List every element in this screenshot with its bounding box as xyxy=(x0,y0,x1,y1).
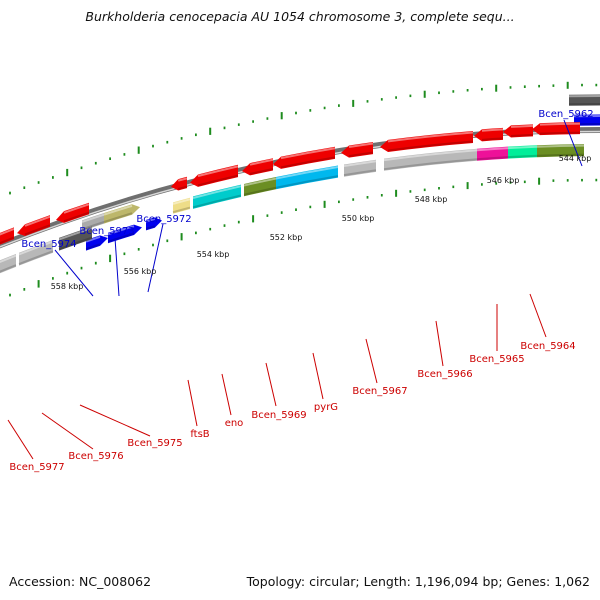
gene-block xyxy=(568,94,600,106)
gene-arrow xyxy=(145,217,162,231)
leader-bcen-5973 xyxy=(114,237,120,297)
gene-arrow xyxy=(273,146,336,169)
gene-block xyxy=(58,226,93,251)
gene-block xyxy=(343,159,377,177)
leader-bcen-5972 xyxy=(147,223,164,293)
gene-arrow xyxy=(190,164,239,187)
sequence-summary: Topology: circular; Length: 1,196,094 bp… xyxy=(246,574,590,589)
scale-label-548-kbp: 548 kbp xyxy=(415,195,448,204)
leader-eno xyxy=(221,373,232,416)
gene-label-bcen-5976: Bcen_5976 xyxy=(68,451,123,462)
gene-block xyxy=(383,148,478,171)
leader-bcen-5964 xyxy=(529,293,547,338)
inner-tick-ring xyxy=(9,177,598,297)
gene-block xyxy=(192,184,242,209)
leader-bcen-5969 xyxy=(265,362,277,407)
gene-arrow xyxy=(0,227,15,245)
leader-bcen-5975 xyxy=(79,404,151,437)
gene-label-bcen-5967: Bcen_5967 xyxy=(352,386,407,397)
gene-arrow xyxy=(341,141,374,158)
gene-label-bcen-5975: Bcen_5975 xyxy=(127,438,182,449)
gene-block xyxy=(536,144,585,158)
scale-label-558-kbp: 558 kbp xyxy=(51,282,84,291)
gene-label-bcen-5977: Bcen_5977 xyxy=(9,462,64,473)
gene-label-bcen-5965: Bcen_5965 xyxy=(469,354,524,365)
leader-bcen-5967 xyxy=(365,338,378,384)
gene-label-bcen-5966: Bcen_5966 xyxy=(417,369,472,380)
gene-label-ftsb: ftsB xyxy=(190,429,209,440)
gene-arrow xyxy=(380,130,474,153)
gene-labels: 544 kbp 546 kbp 548 kbp 550 kbp 552 kbp 554 k… xyxy=(9,109,593,473)
leader-bcen-5966 xyxy=(435,320,444,367)
gene-arrow xyxy=(474,127,504,142)
gene-block xyxy=(275,165,339,190)
scale-ticks xyxy=(9,81,598,297)
leader-bcen-5974 xyxy=(54,249,94,297)
gene-arrow xyxy=(17,215,51,237)
gene-arrow xyxy=(107,224,142,244)
gene-arrow xyxy=(532,122,581,136)
gene-label-bcen-5964: Bcen_5964 xyxy=(520,341,575,352)
leader-ftsb xyxy=(187,379,198,427)
gene-label-bcen-5973: Bcen_5973 xyxy=(79,226,134,237)
gene-label-pyrg: pyrG xyxy=(314,402,338,413)
gene-block xyxy=(18,240,54,266)
gene-arrow xyxy=(242,158,274,176)
scale-label-546-kbp: 546 kbp xyxy=(487,176,520,185)
gene-label-bcen-5972: Bcen_5972 xyxy=(136,214,191,225)
scale-label-554-kbp: 554 kbp xyxy=(197,250,230,259)
label-leader-lines xyxy=(7,119,583,460)
gene-block xyxy=(243,177,277,197)
gene-arrow xyxy=(171,176,188,191)
gene-arrow xyxy=(103,204,140,224)
accession-number: Accession: NC_008062 xyxy=(9,574,152,589)
leader-bcen-5976 xyxy=(41,412,94,450)
leader-bcen-5977 xyxy=(7,419,34,460)
gene-arrow xyxy=(503,124,534,138)
gene-label-bcen-5962: Bcen_5962 xyxy=(538,109,593,120)
scale-label-552-kbp: 552 kbp xyxy=(270,233,303,242)
gene-features xyxy=(0,94,600,274)
leader-bcen-5962 xyxy=(563,119,583,167)
gene-block xyxy=(172,197,191,214)
outer-tick-ring xyxy=(9,81,598,195)
gene-label-bcen-5969: Bcen_5969 xyxy=(251,410,306,421)
gene-label-eno: eno xyxy=(225,418,244,429)
gene-block xyxy=(507,145,538,159)
gene-label-bcen-5974: Bcen_5974 xyxy=(21,239,76,250)
map-title: Burkholderia cenocepacia AU 1054 chromos… xyxy=(85,9,515,24)
gene-arrow xyxy=(56,202,90,223)
scale-label-544-kbp: 544 kbp xyxy=(559,154,592,163)
scale-label-550-kbp: 550 kbp xyxy=(342,214,375,223)
gene-block xyxy=(81,213,105,231)
gene-block xyxy=(476,146,509,161)
leader-pyrg xyxy=(312,352,324,400)
gene-block xyxy=(0,253,17,274)
scale-label-556-kbp: 556 kbp xyxy=(124,267,157,276)
